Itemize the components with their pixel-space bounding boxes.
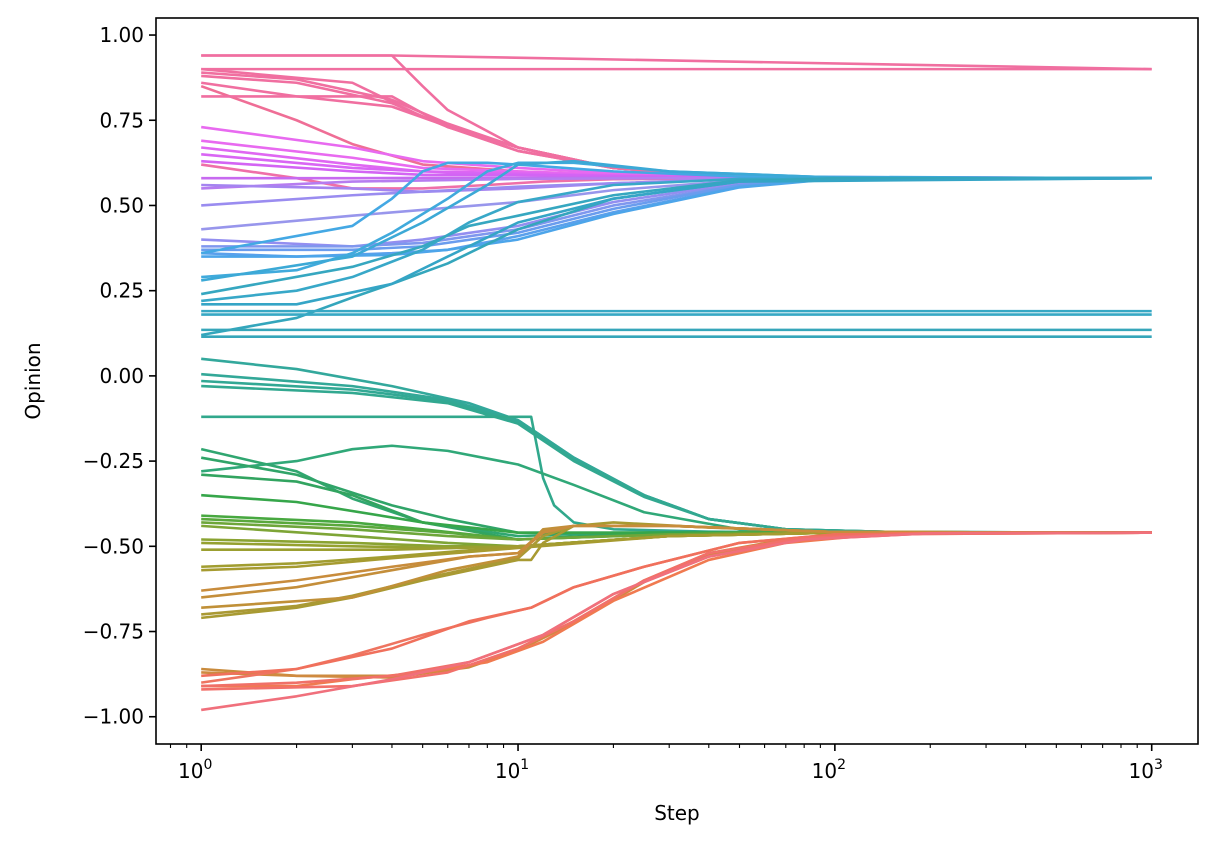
series-layer [200,54,1152,712]
x-tick-label: 100 [178,757,212,783]
series-line-60 [201,524,1152,592]
y-tick-label: 0.75 [99,108,144,132]
y-tick-label: −0.25 [83,449,144,473]
y-axis: 1.00 0.75 0.50 0.25 0.00 −0.25 −0.50 −0.75 −1.00 [83,23,156,729]
x-axis: 100 101 102 103 [169,744,1163,783]
series-line-32 [201,176,1152,306]
series-line-68 [201,531,1152,712]
series-line-29 [201,176,1152,303]
y-axis-label: Opinion [21,342,45,419]
series-line-28 [200,159,1152,282]
series-line-30 [200,176,1152,296]
x-tick-label: 103 [1129,757,1163,783]
y-tick-label: −1.00 [83,705,144,729]
y-tick-label: 0.00 [99,364,144,388]
series-line-31 [200,176,1152,337]
series-line-26 [200,161,1152,255]
series-line-40 [201,384,1152,534]
x-tick-label: 101 [495,757,529,783]
series-line-65 [201,531,1152,678]
x-tick-label: 102 [812,757,846,783]
y-tick-label: −0.50 [83,534,144,558]
plot-area [200,54,1152,712]
y-tick-label: 0.25 [99,279,144,303]
axes-frame [155,17,1199,745]
y-tick-label: 1.00 [99,23,144,47]
x-axis-label: Step [654,801,700,825]
y-tick-label: −0.75 [83,620,144,644]
y-tick-label: 0.50 [99,193,144,217]
